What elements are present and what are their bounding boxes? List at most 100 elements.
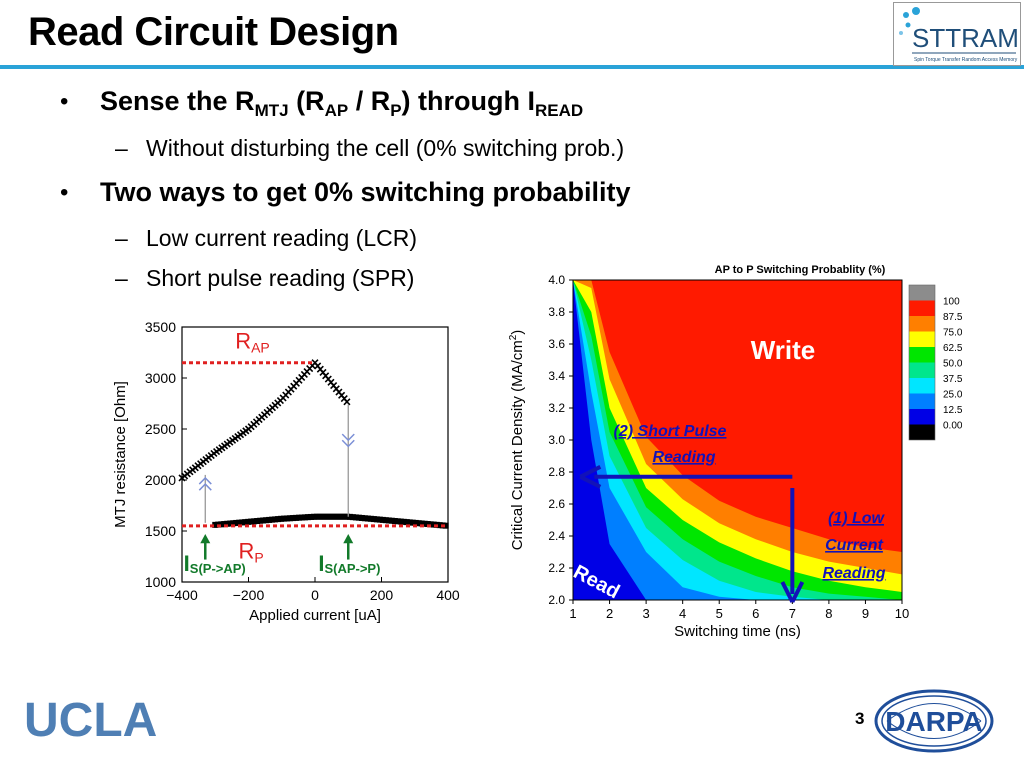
up-chevron-icon — [198, 476, 212, 491]
legend-swatch — [909, 331, 935, 347]
y-tick-label: 2.4 — [548, 529, 565, 543]
spr-label-line2: Reading — [652, 449, 715, 466]
darpa-logo-text: DARPA — [885, 706, 982, 737]
y-tick-label: 3500 — [145, 319, 176, 335]
x-tick-label: 5 — [716, 606, 723, 621]
bullet-dot: • — [60, 179, 69, 206]
page-number: 3 — [855, 709, 865, 728]
rap-label: RAP — [235, 328, 270, 355]
legend-label: 25.0 — [943, 390, 963, 401]
bullet-sense: Sense the RMTJ (RAP / RP) through IREAD — [100, 86, 584, 120]
legend-label: 87.5 — [943, 312, 963, 323]
x-tick-label: 400 — [436, 587, 460, 603]
x-tick-label: 4 — [679, 606, 686, 621]
legend-swatch — [909, 300, 935, 316]
switching-probability-heatmap: 1 2 3 4 5 6 7 8 9 10 2.0 2.2 2.4 2.6 2.8 3.0 3.2 3.4 3.6 3.… — [508, 264, 963, 640]
ucla-logo-text: UCLA — [24, 694, 157, 742]
sub-bullet-dash: – — [115, 135, 128, 161]
x-axis-label: Switching time (ns) — [674, 623, 801, 640]
title-divider — [0, 65, 1024, 69]
legend-label: 62.5 — [943, 343, 963, 354]
legend-label: 0.00 — [943, 421, 963, 432]
y-tick-label: 2.2 — [548, 561, 565, 575]
legend-label: 12.5 — [943, 405, 963, 416]
lcr-label-line1: (1) Low — [828, 510, 886, 527]
x-tick-label: 200 — [370, 587, 394, 603]
legend-frame — [908, 284, 936, 441]
y-tick-label: 3.2 — [548, 401, 565, 415]
bullet-dot: • — [60, 88, 69, 115]
lcr-label-line3: Reading — [822, 565, 885, 582]
bullet-two-ways: Two ways to get 0% switching probability — [100, 177, 631, 207]
ucla-logo: UCLA — [24, 694, 157, 742]
x-tick-label: −200 — [233, 587, 265, 603]
x-tick-label: 6 — [752, 606, 759, 621]
legend-label: 37.5 — [943, 374, 963, 385]
y-axis-label: Critical Current Density (MA/cm2) — [508, 330, 526, 551]
y-tick-label: 3.8 — [548, 305, 565, 319]
heatmap-title: AP to P Switching Probablity (%) — [715, 264, 886, 276]
sub-bullet-dash: – — [115, 225, 128, 251]
ap-data-point — [343, 398, 351, 406]
left-arrow-icon — [579, 465, 602, 489]
arrow-head-icon — [343, 534, 354, 544]
y-tick-label: 2500 — [145, 421, 176, 437]
x-tick-label: 0 — [311, 587, 319, 603]
resistance-vs-current-chart: −400 −200 0 200 400 1000 1500 2000 2500 3000 3500 A… — [112, 319, 460, 624]
sttram-logo: STTRAM Spin Torque Transfer Random Acces… — [893, 2, 1021, 66]
legend-swatch — [909, 409, 935, 425]
rp-label: RP — [239, 539, 264, 566]
y-tick-label: 1000 — [145, 574, 176, 590]
sub-bullet-spr: Short pulse reading (SPR) — [146, 265, 415, 291]
sttram-logo-subtext: Spin Torque Transfer Random Access Memor… — [914, 57, 1018, 63]
sttram-logo-text: STTRAM — [912, 23, 1019, 53]
legend-swatch — [909, 316, 935, 332]
is-p-ap-label: IS(P->AP) — [184, 551, 246, 576]
slide-title: Read Circuit Design — [28, 10, 399, 54]
x-tick-label: 8 — [825, 606, 832, 621]
left-plot-frame — [181, 326, 449, 583]
p-data-point — [442, 522, 449, 529]
darpa-logo: DARPA — [874, 689, 994, 753]
spr-label-line1: (2) Short Pulse — [614, 423, 727, 440]
y-tick-label: 2000 — [145, 472, 176, 488]
y-tick-label: 3000 — [145, 370, 176, 386]
x-tick-label: 2 — [606, 606, 613, 621]
x-axis-label: Applied current [uA] — [249, 607, 381, 624]
lcr-label-line2: Current — [825, 537, 883, 554]
legend-label: 50.0 — [943, 359, 963, 370]
sub-bullet-no-disturb: Without disturbing the cell (0% switchin… — [146, 135, 625, 161]
heatmap-contour-band — [573, 280, 902, 600]
x-tick-label: 3 — [642, 606, 649, 621]
legend-swatch — [909, 378, 935, 394]
legend-swatch — [909, 393, 935, 409]
heatmap-contour-band — [573, 280, 902, 600]
x-tick-label: 9 — [862, 606, 869, 621]
sub-bullet-dash: – — [115, 265, 128, 291]
y-tick-label: 2.0 — [548, 593, 565, 607]
legend-label: 75.0 — [943, 328, 963, 339]
legend-swatch — [909, 362, 935, 378]
x-tick-label: −400 — [166, 587, 198, 603]
y-tick-label: 4.0 — [548, 273, 565, 287]
y-tick-label: 3.4 — [548, 369, 565, 383]
is-ap-p-label: IS(AP->P) — [318, 551, 380, 576]
y-tick-label: 1500 — [145, 523, 176, 539]
y-tick-label: 2.6 — [548, 497, 565, 511]
y-tick-label: 3.6 — [548, 337, 565, 351]
down-chevron-icon — [341, 433, 355, 448]
legend-swatch — [909, 347, 935, 363]
x-tick-label: 10 — [895, 606, 909, 621]
sub-bullet-lcr: Low current reading (LCR) — [146, 225, 418, 251]
y-tick-label: 2.8 — [548, 465, 565, 479]
sttram-logo-graphic: STTRAM Spin Torque Transfer Random Acces… — [899, 7, 1019, 63]
y-axis-label: MTJ resistance [Ohm] — [112, 381, 129, 528]
arrow-head-icon — [200, 534, 211, 544]
x-tick-label: 1 — [569, 606, 576, 621]
legend-swatch — [909, 424, 935, 440]
down-arrow-icon — [780, 581, 805, 603]
x-tick-label: 7 — [789, 606, 796, 621]
write-label: Write — [751, 335, 816, 365]
y-tick-label: 3.0 — [548, 433, 565, 447]
legend-swatch — [909, 285, 935, 301]
